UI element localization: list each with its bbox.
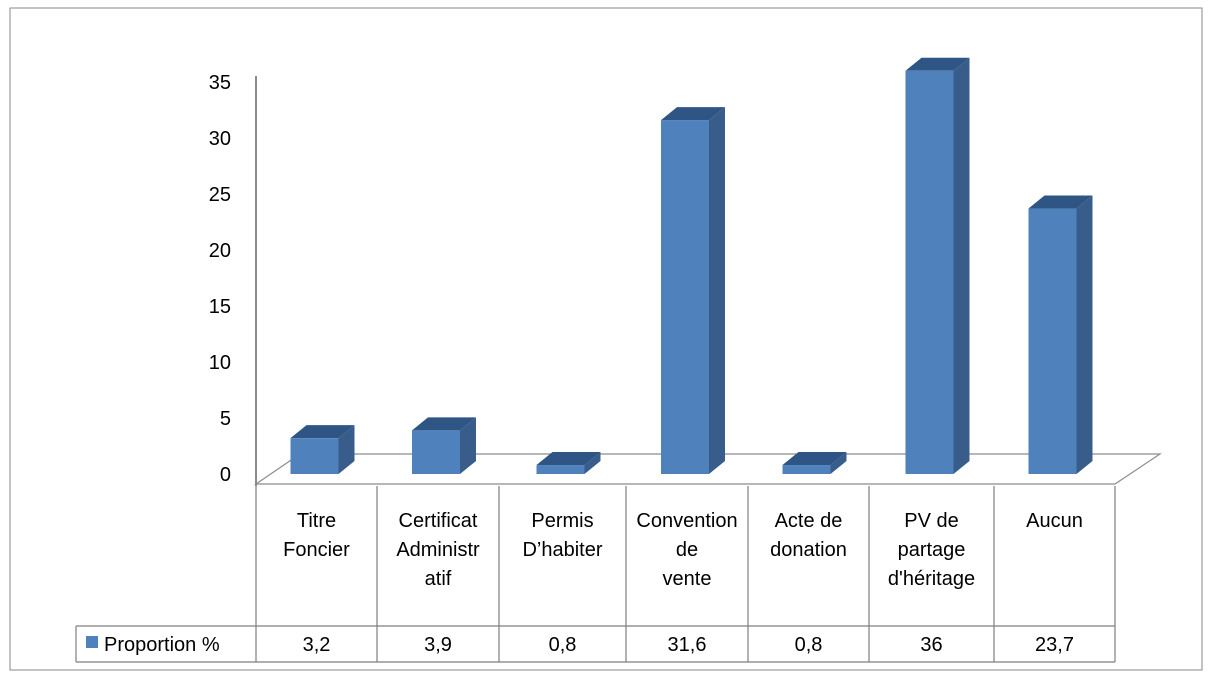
y-tick-label: 25	[209, 184, 231, 206]
bar	[661, 107, 725, 474]
bar-side	[338, 425, 355, 474]
chart-border	[9, 7, 1203, 671]
y-axis: 0 5 10 15 20 25 30 35	[209, 72, 257, 486]
data-table: Titre Foncier Certificat Administr atif Permi…	[75, 486, 1116, 663]
y-tick-label: 0	[220, 464, 231, 486]
bar	[782, 452, 847, 474]
bar	[290, 425, 355, 474]
bar-series	[290, 57, 1093, 475]
x-category-label: Convention de vente	[636, 510, 737, 590]
x-category-label: Certificat Administr atif	[396, 510, 480, 590]
x-category-label: Aucun	[1026, 510, 1083, 532]
table-value-label: 36	[920, 634, 942, 656]
bar-top	[661, 107, 725, 121]
table-value-label: 0,8	[549, 634, 577, 656]
bar-front	[661, 120, 709, 474]
bar-top	[782, 452, 847, 466]
bar-side	[1076, 195, 1093, 474]
x-category-label: Acte de donation	[770, 510, 847, 561]
y-tick-label: 30	[209, 128, 231, 150]
bar-front	[536, 465, 585, 474]
bar-front	[412, 430, 460, 474]
table-value-label: 3,2	[303, 634, 331, 656]
y-tick-label: 10	[209, 352, 231, 374]
x-category-label: PV de partage d'héritage	[888, 510, 975, 590]
bar-front	[1028, 208, 1077, 474]
bar	[536, 452, 601, 474]
x-category-label: Permis D’habiter	[522, 510, 602, 561]
bar	[412, 417, 476, 474]
chart-floor	[254, 453, 1162, 485]
bar-front	[290, 438, 339, 474]
y-tick-label: 15	[209, 296, 231, 318]
y-tick-label: 5	[220, 408, 231, 430]
table-value-label: 31,6	[668, 634, 707, 656]
table-value-label: 23,7	[1035, 634, 1074, 656]
bar-side	[584, 452, 601, 474]
bar-front	[782, 465, 831, 474]
bar-top	[536, 452, 601, 466]
bar-front	[905, 70, 954, 475]
bar-side	[709, 107, 725, 474]
bar-top	[290, 425, 355, 439]
bar	[905, 57, 970, 475]
bar-side	[460, 417, 476, 474]
floor-plane	[254, 453, 1162, 485]
bar-top	[905, 57, 970, 71]
bar-top	[412, 417, 476, 431]
table-value-label: 3,9	[424, 634, 452, 656]
bar	[1028, 195, 1093, 474]
y-tick-label: 20	[209, 240, 231, 262]
y-tick-label: 35	[209, 72, 231, 94]
bar-top	[1028, 195, 1093, 209]
x-category-label: Titre Foncier	[283, 510, 350, 561]
legend-label: Proportion %	[104, 634, 220, 656]
bar-side	[830, 452, 847, 474]
bar-side	[953, 57, 970, 475]
legend-swatch	[86, 636, 98, 648]
table-value-label: 0,8	[795, 634, 823, 656]
